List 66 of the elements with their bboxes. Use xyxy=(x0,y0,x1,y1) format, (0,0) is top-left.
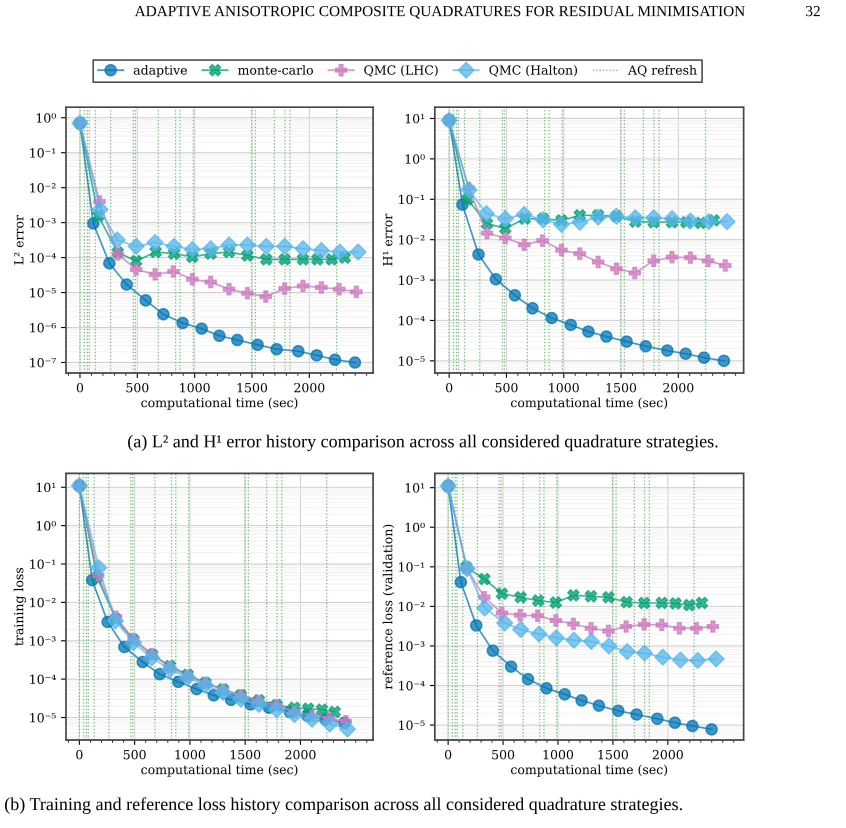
x-tick-label: 1500 xyxy=(238,382,268,392)
x-tick-label: 0 xyxy=(444,750,452,760)
y-tick-label: 10⁻³ xyxy=(30,218,56,228)
y-tick-label: 10⁻³ xyxy=(399,276,424,285)
x-tick-label: 2000 xyxy=(285,750,316,760)
y-tick-label: 10⁰ xyxy=(36,521,56,531)
x-tick-label: 500 xyxy=(492,750,514,760)
x-tick-label: 1000 xyxy=(544,750,574,760)
x-axis-title: computational time (sec) xyxy=(141,398,298,410)
x-tick-label: 1000 xyxy=(549,382,579,392)
y-tick-label: 10⁰ xyxy=(406,154,425,164)
x-tick-label: 0 xyxy=(446,382,452,392)
y-tick-label: 10⁰ xyxy=(36,113,56,123)
y-tick-label: 10⁻³ xyxy=(399,641,424,651)
y-tick-label: 10⁻⁵ xyxy=(30,713,56,722)
y-tick-label: 10⁻² xyxy=(30,183,56,193)
y-tick-label: 10⁻¹ xyxy=(399,562,424,572)
y-tick-label: 10⁻⁵ xyxy=(399,356,425,366)
legend-label: QMC (Halton) xyxy=(489,65,577,77)
x-tick-label: 1000 xyxy=(180,382,210,392)
x-tick-label: 1500 xyxy=(606,382,636,392)
x-axis-title: computational time (sec) xyxy=(510,398,668,410)
y-tick-label: 10⁻¹ xyxy=(399,194,424,204)
x-tick-label: 1500 xyxy=(230,750,260,760)
text: (a) L² and H¹ error history comparison across all considered quadrature strategies. xyxy=(128,434,718,452)
x-axis-title: computational time (sec) xyxy=(510,764,668,777)
y-tick-label: 10¹ xyxy=(406,483,424,493)
legend-label: adaptive xyxy=(134,65,187,78)
y-tick-label: 10⁻³ xyxy=(30,636,56,646)
y-tick-label: 10⁻¹ xyxy=(30,148,56,158)
x-tick-label: 2000 xyxy=(652,750,683,760)
x-tick-label: 500 xyxy=(496,382,518,392)
text: (b) Training and reference loss history comparison across all considered quadrature strategies. xyxy=(5,797,682,814)
y-tick-label: 10⁻⁴ xyxy=(30,674,56,684)
y-tick-label: 10¹ xyxy=(406,114,424,124)
y-tick-label: 10⁻² xyxy=(30,598,56,608)
y-tick-label: 10⁻² xyxy=(399,602,424,612)
y-tick-label: 10⁻² xyxy=(399,235,424,245)
legend-label: QMC (LHC) xyxy=(364,65,438,77)
legend-label: monte-carlo xyxy=(238,65,313,75)
y-tick-label: 10⁻⁴ xyxy=(399,316,425,326)
y-tick-label: 10⁻⁴ xyxy=(30,253,56,263)
legend-label: AQ refresh xyxy=(628,65,697,77)
text: ADAPTIVE ANISOTROPIC COMPOSITE QUADRATURES FOR RESIDUAL MINIMISATION xyxy=(134,6,745,19)
y-tick-label: 10⁻⁴ xyxy=(399,680,425,690)
y-tick-label: 10⁻⁵ xyxy=(399,720,425,730)
y-axis-title: H¹ error xyxy=(383,214,392,266)
y-axis-title: L² error xyxy=(14,215,24,264)
x-tick-label: 2000 xyxy=(294,382,324,392)
text: 32 xyxy=(806,6,820,16)
x-tick-label: 500 xyxy=(124,750,146,760)
y-tick-label: 10¹ xyxy=(36,482,56,492)
y-tick-label: 10⁻⁷ xyxy=(30,358,56,368)
y-axis-title: training loss xyxy=(14,568,26,646)
y-axis-title: reference loss (validation) xyxy=(382,524,394,690)
y-tick-label: 10⁻¹ xyxy=(30,559,56,569)
x-axis-title: computational time (sec) xyxy=(141,764,298,777)
y-tick-label: 10⁰ xyxy=(406,522,425,532)
y-tick-label: 10⁻⁵ xyxy=(30,288,56,298)
x-tick-label: 2000 xyxy=(663,382,694,392)
x-tick-label: 1500 xyxy=(598,750,628,760)
y-tick-label: 10⁻⁶ xyxy=(30,323,56,332)
x-tick-label: 0 xyxy=(76,750,83,760)
x-tick-label: 500 xyxy=(126,382,148,392)
x-tick-label: 1000 xyxy=(176,750,205,760)
x-tick-label: 0 xyxy=(76,382,84,392)
